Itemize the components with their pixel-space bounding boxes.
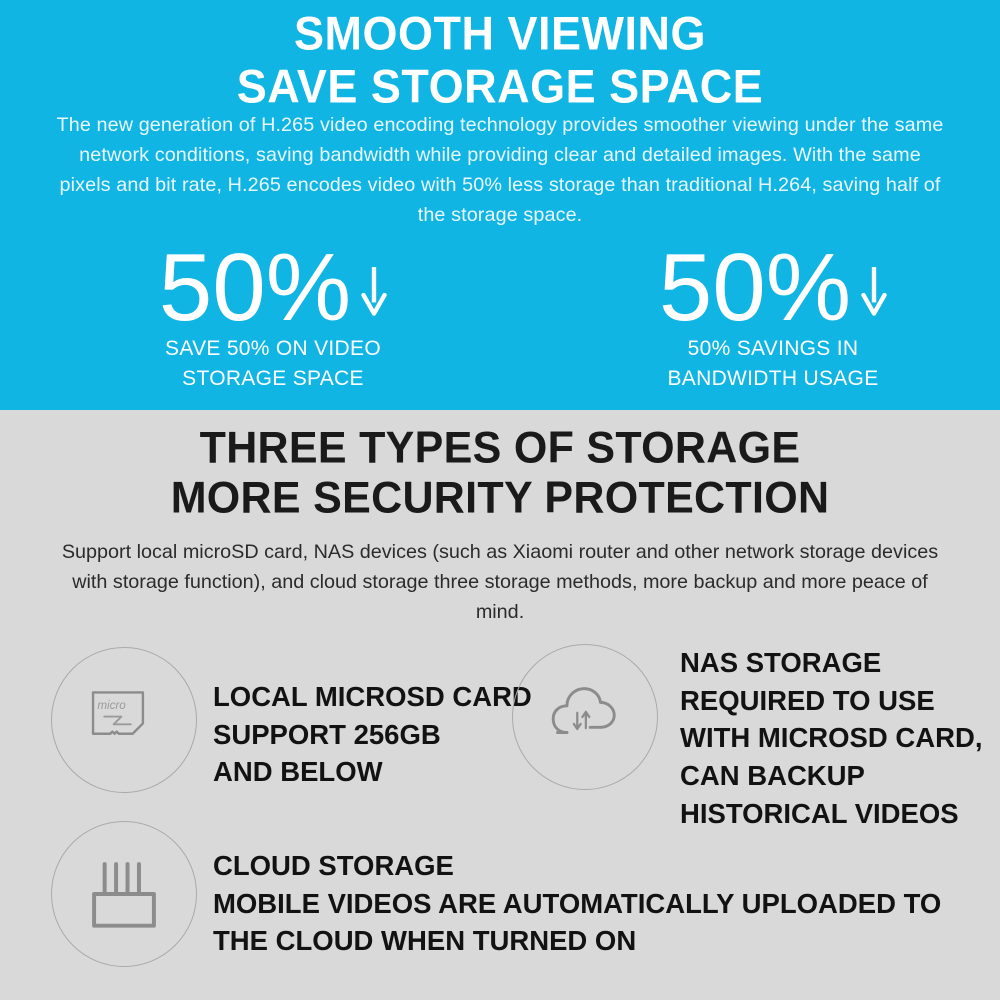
svg-text:micro: micro — [97, 699, 126, 712]
